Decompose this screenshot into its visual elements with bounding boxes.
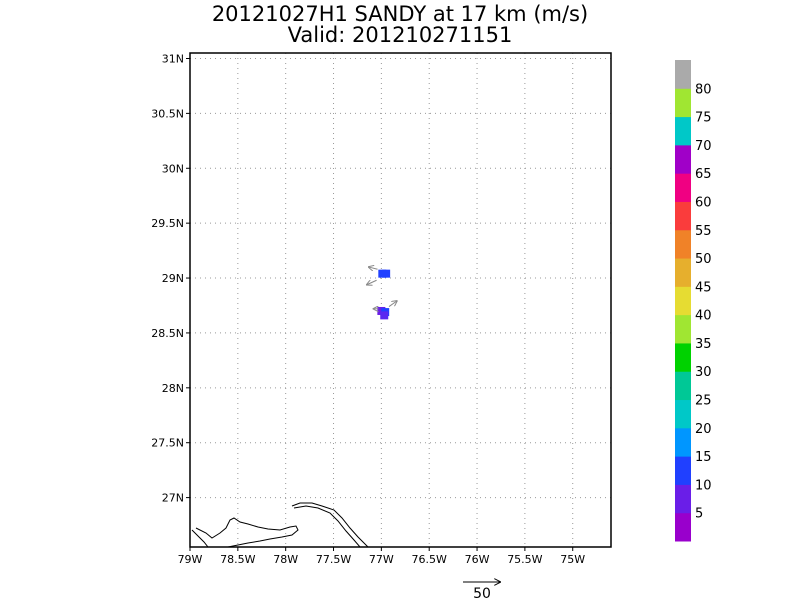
colorbar-label: 15 — [695, 450, 712, 465]
y-tick-label: 29N — [162, 272, 184, 285]
y-tick-label: 27.5N — [151, 437, 184, 450]
colorbar-swatch — [675, 371, 691, 401]
colorbar-swatch — [675, 286, 691, 316]
colorbar-swatch — [675, 173, 691, 202]
coastline — [191, 502, 369, 547]
y-tick-label: 31N — [162, 52, 184, 65]
wind-speed-cell — [380, 311, 389, 320]
wind-speed-cell — [382, 269, 391, 278]
x-tick-label: 77.5W — [316, 553, 351, 566]
colorbar-label: 30 — [695, 365, 712, 380]
colorbar: 5 10 15 20 25 30 35 40 45 50 55 60 65 70 75 80 — [675, 60, 712, 542]
colorbar-label: 55 — [695, 224, 712, 239]
y-axis-ticks: 27N 27.5N 28N 28.5N 29N 29.5N 30N 30.5N 31N — [151, 52, 190, 505]
chart-subtitle: Valid: 201210271151 — [287, 23, 513, 47]
x-tick-label: 78.5W — [220, 553, 255, 566]
colorbar-label: 80 — [695, 82, 712, 97]
colorbar-swatch — [675, 512, 691, 542]
colorbar-label: 40 — [695, 309, 712, 324]
colorbar-swatch — [675, 229, 691, 259]
colorbar-swatch — [675, 484, 691, 514]
wind-vector — [367, 279, 377, 284]
x-tick-label: 79W — [178, 553, 203, 566]
colorbar-swatch — [675, 314, 691, 344]
colorbar-label: 35 — [695, 337, 712, 352]
wind-speed-cells — [377, 269, 391, 320]
y-tick-label: 30N — [162, 162, 184, 175]
wind-vectors — [367, 267, 397, 309]
colorbar-swatch — [675, 258, 691, 287]
x-tick-label: 77W — [369, 553, 394, 566]
y-tick-label: 27N — [162, 492, 184, 505]
y-tick-label: 30.5N — [151, 107, 184, 120]
colorbar-label: 5 — [695, 507, 703, 522]
y-tick-label: 28N — [162, 382, 184, 395]
colorbar-swatch — [675, 60, 691, 89]
colorbar-swatch — [675, 399, 691, 429]
colorbar-label: 20 — [695, 422, 712, 437]
colorbar-label: 25 — [695, 394, 712, 409]
colorbar-swatch — [675, 201, 691, 231]
colorbar-swatch — [675, 456, 691, 485]
y-tick-label: 29.5N — [151, 217, 184, 230]
wind-vector — [388, 301, 397, 307]
colorbar-swatch — [675, 427, 691, 457]
colorbar-label: 50 — [695, 252, 712, 267]
colorbar-label: 75 — [695, 111, 712, 126]
colorbar-label: 70 — [695, 139, 712, 154]
colorbar-label: 60 — [695, 195, 712, 210]
colorbar-label: 45 — [695, 280, 712, 295]
x-tick-label: 75W — [560, 553, 585, 566]
y-tick-label: 28.5N — [151, 327, 184, 340]
plot-frame — [189, 52, 612, 548]
reference-vector: 50 — [463, 582, 500, 600]
x-tick-label: 75.5W — [507, 553, 542, 566]
colorbar-swatch — [675, 342, 691, 372]
colorbar-swatch — [675, 116, 691, 146]
wind-vector — [369, 267, 378, 269]
x-axis-ticks: 79W 78.5W 78W 77.5W 77W 76.5W 76W 75.5W 75W — [178, 547, 585, 566]
colorbar-swatch — [675, 144, 691, 174]
colorbar-swatch — [675, 88, 691, 118]
x-tick-label: 78W — [273, 553, 298, 566]
chart-title: 20121027H1 SANDY at 17 km (m/s) — [211, 2, 589, 26]
reference-vector-label: 50 — [473, 586, 491, 600]
grid-lines — [190, 53, 611, 547]
x-tick-label: 76W — [465, 553, 490, 566]
x-tick-label: 76.5W — [412, 553, 447, 566]
colorbar-label: 10 — [695, 478, 712, 493]
colorbar-label: 65 — [695, 167, 712, 182]
